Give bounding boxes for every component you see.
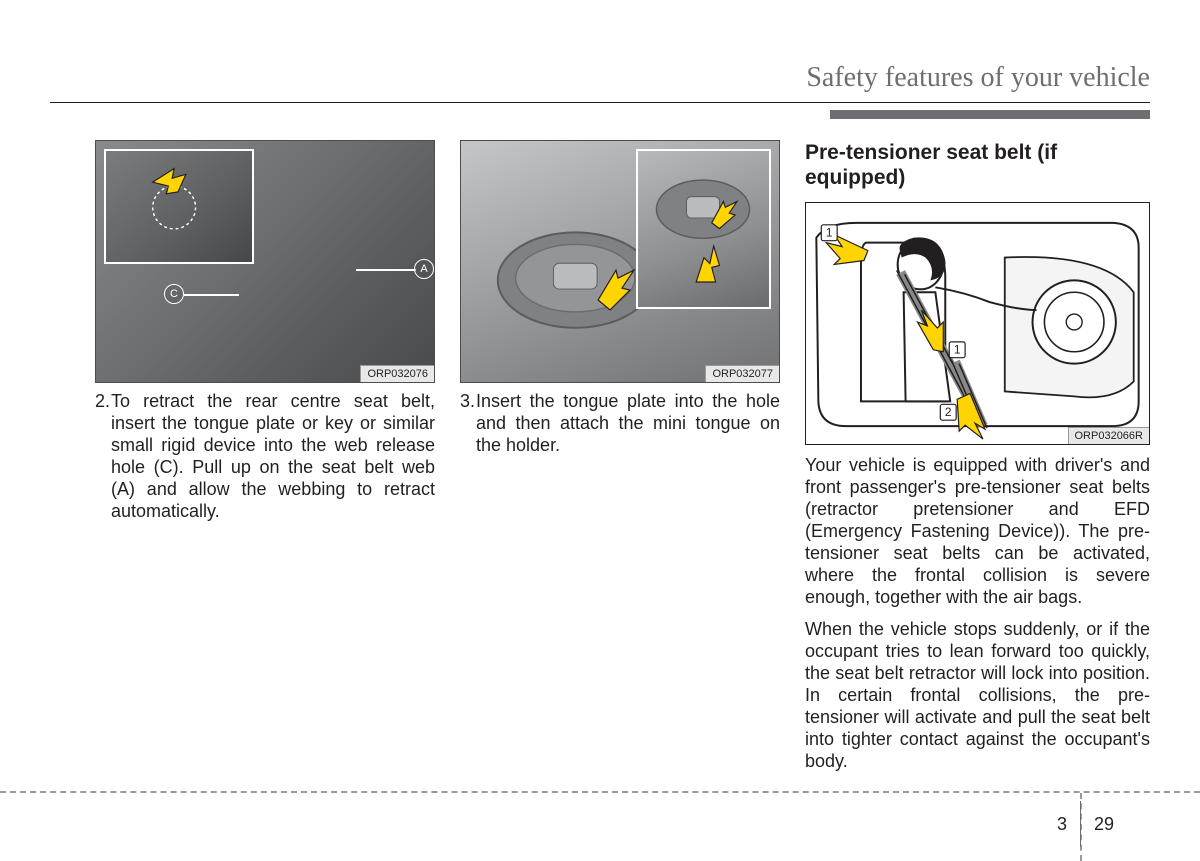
chapter-number: 3: [1057, 814, 1067, 835]
column-2: ORP032077 3. Insert the tongue plate int…: [460, 140, 780, 773]
page-separator: [1080, 801, 1081, 847]
header-accent-bar: [830, 110, 1150, 119]
figure-inset: [104, 149, 254, 264]
step-3-text: 3. Insert the tongue plate into the hole…: [460, 391, 780, 457]
step-body: To retract the rear centre seat belt, in…: [111, 391, 435, 523]
column-1: A C ORP032076 2. To retract the rear cen…: [95, 140, 435, 773]
figure-seatbelt-retract: A C ORP032076: [95, 140, 435, 383]
paragraph-1: Your vehicle is equipped with driver's a…: [805, 455, 1150, 609]
step-number: 3.: [460, 391, 476, 457]
callout-c: C: [164, 284, 184, 304]
paragraph-2: When the vehicle stops suddenly, or if t…: [805, 619, 1150, 773]
section-title: Safety features of your vehicle: [50, 62, 1150, 94]
fig3-label-belt1: 1: [954, 343, 961, 357]
page-header: Safety features of your vehicle: [50, 62, 1150, 103]
fig3-label-2: 2: [945, 406, 952, 420]
manual-page: Safety features of your vehicle A: [0, 0, 1200, 861]
callout-c-label: C: [170, 288, 178, 300]
figure-code: ORP032077: [705, 365, 779, 382]
figure-code: ORP032066R: [1068, 427, 1150, 444]
figure-code: ORP032076: [360, 365, 434, 382]
cut-line-horizontal: [0, 791, 1200, 793]
page-number: 3 29: [1057, 801, 1114, 847]
header-rule: [50, 102, 1150, 103]
content-columns: A C ORP032076 2. To retract the rear cen…: [95, 140, 1150, 773]
step-body: Insert the tongue plate into the hole an…: [476, 391, 780, 457]
step-number: 2.: [95, 391, 111, 523]
fig3-label-1: 1: [826, 226, 833, 240]
figure-inset: [636, 149, 771, 309]
figure-tongue-plate: ORP032077: [460, 140, 780, 383]
figure-pretensioner-diagram: 1 1 2 ORP032066R: [805, 202, 1150, 445]
column-3: Pre-tensioner seat belt (if equipped): [805, 140, 1150, 773]
callout-a-label: A: [420, 263, 427, 275]
step-2-text: 2. To retract the rear centre seat belt,…: [95, 391, 435, 523]
section-heading: Pre-tensioner seat belt (if equipped): [805, 140, 1150, 190]
page-num: 29: [1094, 814, 1114, 835]
callout-a: A: [414, 259, 434, 279]
